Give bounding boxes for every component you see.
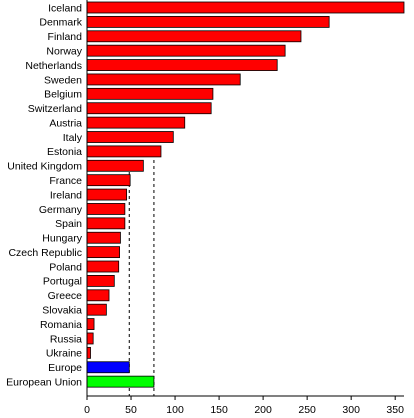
category-label-denmark: Denmark [39,17,82,29]
x-tick-label-350: 350 [386,404,404,416]
category-label-united-kingdom: United Kingdom [7,161,82,173]
category-label-slovakia: Slovakia [42,304,82,316]
bar-slovakia [86,303,107,316]
bar-ireland [86,188,128,201]
bar-russia [86,332,94,345]
category-label-estonia: Estonia [47,146,82,158]
bar-portugal [86,275,115,287]
category-label-norway: Norway [46,45,82,57]
category-label-portugal: Portugal [43,276,82,288]
bar-germany [86,203,126,215]
category-labels: Iceland Denmark Finland Norway Netherlands Sw… [6,2,83,388]
bar-france [86,174,131,187]
x-tick-label-100: 100 [166,404,184,416]
bar-romania [86,318,95,330]
bar-finland [86,30,302,43]
category-label-spain: Spain [55,218,82,230]
category-label-hungary: Hungary [42,233,82,245]
category-label-finland: Finland [48,31,83,43]
category-label-france: France [49,175,82,187]
category-label-poland: Poland [49,261,82,273]
category-label-switzerland: Switzerland [28,103,82,115]
bar-greece [86,289,110,302]
category-label-russia: Russia [50,333,82,345]
x-tick-label-200: 200 [254,404,272,416]
bar-european-union [86,375,155,388]
bar-czech-republic [86,246,120,259]
bar-spain [86,217,126,230]
category-label-iceland: Iceland [48,2,82,14]
bar-iceland [86,1,405,14]
bar-estonia [86,145,162,158]
reference-lines [128,160,155,396]
x-tick-label-250: 250 [298,404,316,416]
category-label-netherlands: Netherlands [25,60,82,72]
x-tick-label-0: 0 [84,404,90,416]
bar-switzerland [86,102,212,115]
bar-europe [86,361,130,374]
category-label-sweden: Sweden [44,74,82,86]
bar-hungary [86,231,121,244]
bar-austria [86,116,186,129]
x-tick-label-50: 50 [125,404,137,416]
bar-united-kingdom [86,159,144,172]
category-label-greece: Greece [48,290,83,302]
category-label-ukraine: Ukraine [46,348,82,360]
category-label-european-union: European Union [6,376,82,388]
category-label-belgium: Belgium [44,89,82,101]
axes: 0 50 100 150 200 250 300 350 [84,0,404,416]
category-label-germany: Germany [39,204,83,216]
category-label-europe: Europe [48,362,82,374]
category-label-austria: Austria [49,117,82,129]
x-tick-label-150: 150 [210,404,228,416]
category-label-italy: Italy [63,132,83,144]
category-label-romania: Romania [40,319,82,331]
bar-poland [86,260,120,273]
bar-denmark [86,15,330,28]
bar-belgium [86,87,214,100]
category-label-czech-republic: Czech Republic [8,247,82,259]
bars [86,1,405,388]
x-tick-label-300: 300 [342,404,360,416]
bar-netherlands [86,59,278,71]
bar-norway [86,44,286,57]
bar-ukraine [86,346,91,359]
bar-italy [86,131,174,143]
bar-sweden [86,73,241,86]
category-label-ireland: Ireland [50,189,82,201]
